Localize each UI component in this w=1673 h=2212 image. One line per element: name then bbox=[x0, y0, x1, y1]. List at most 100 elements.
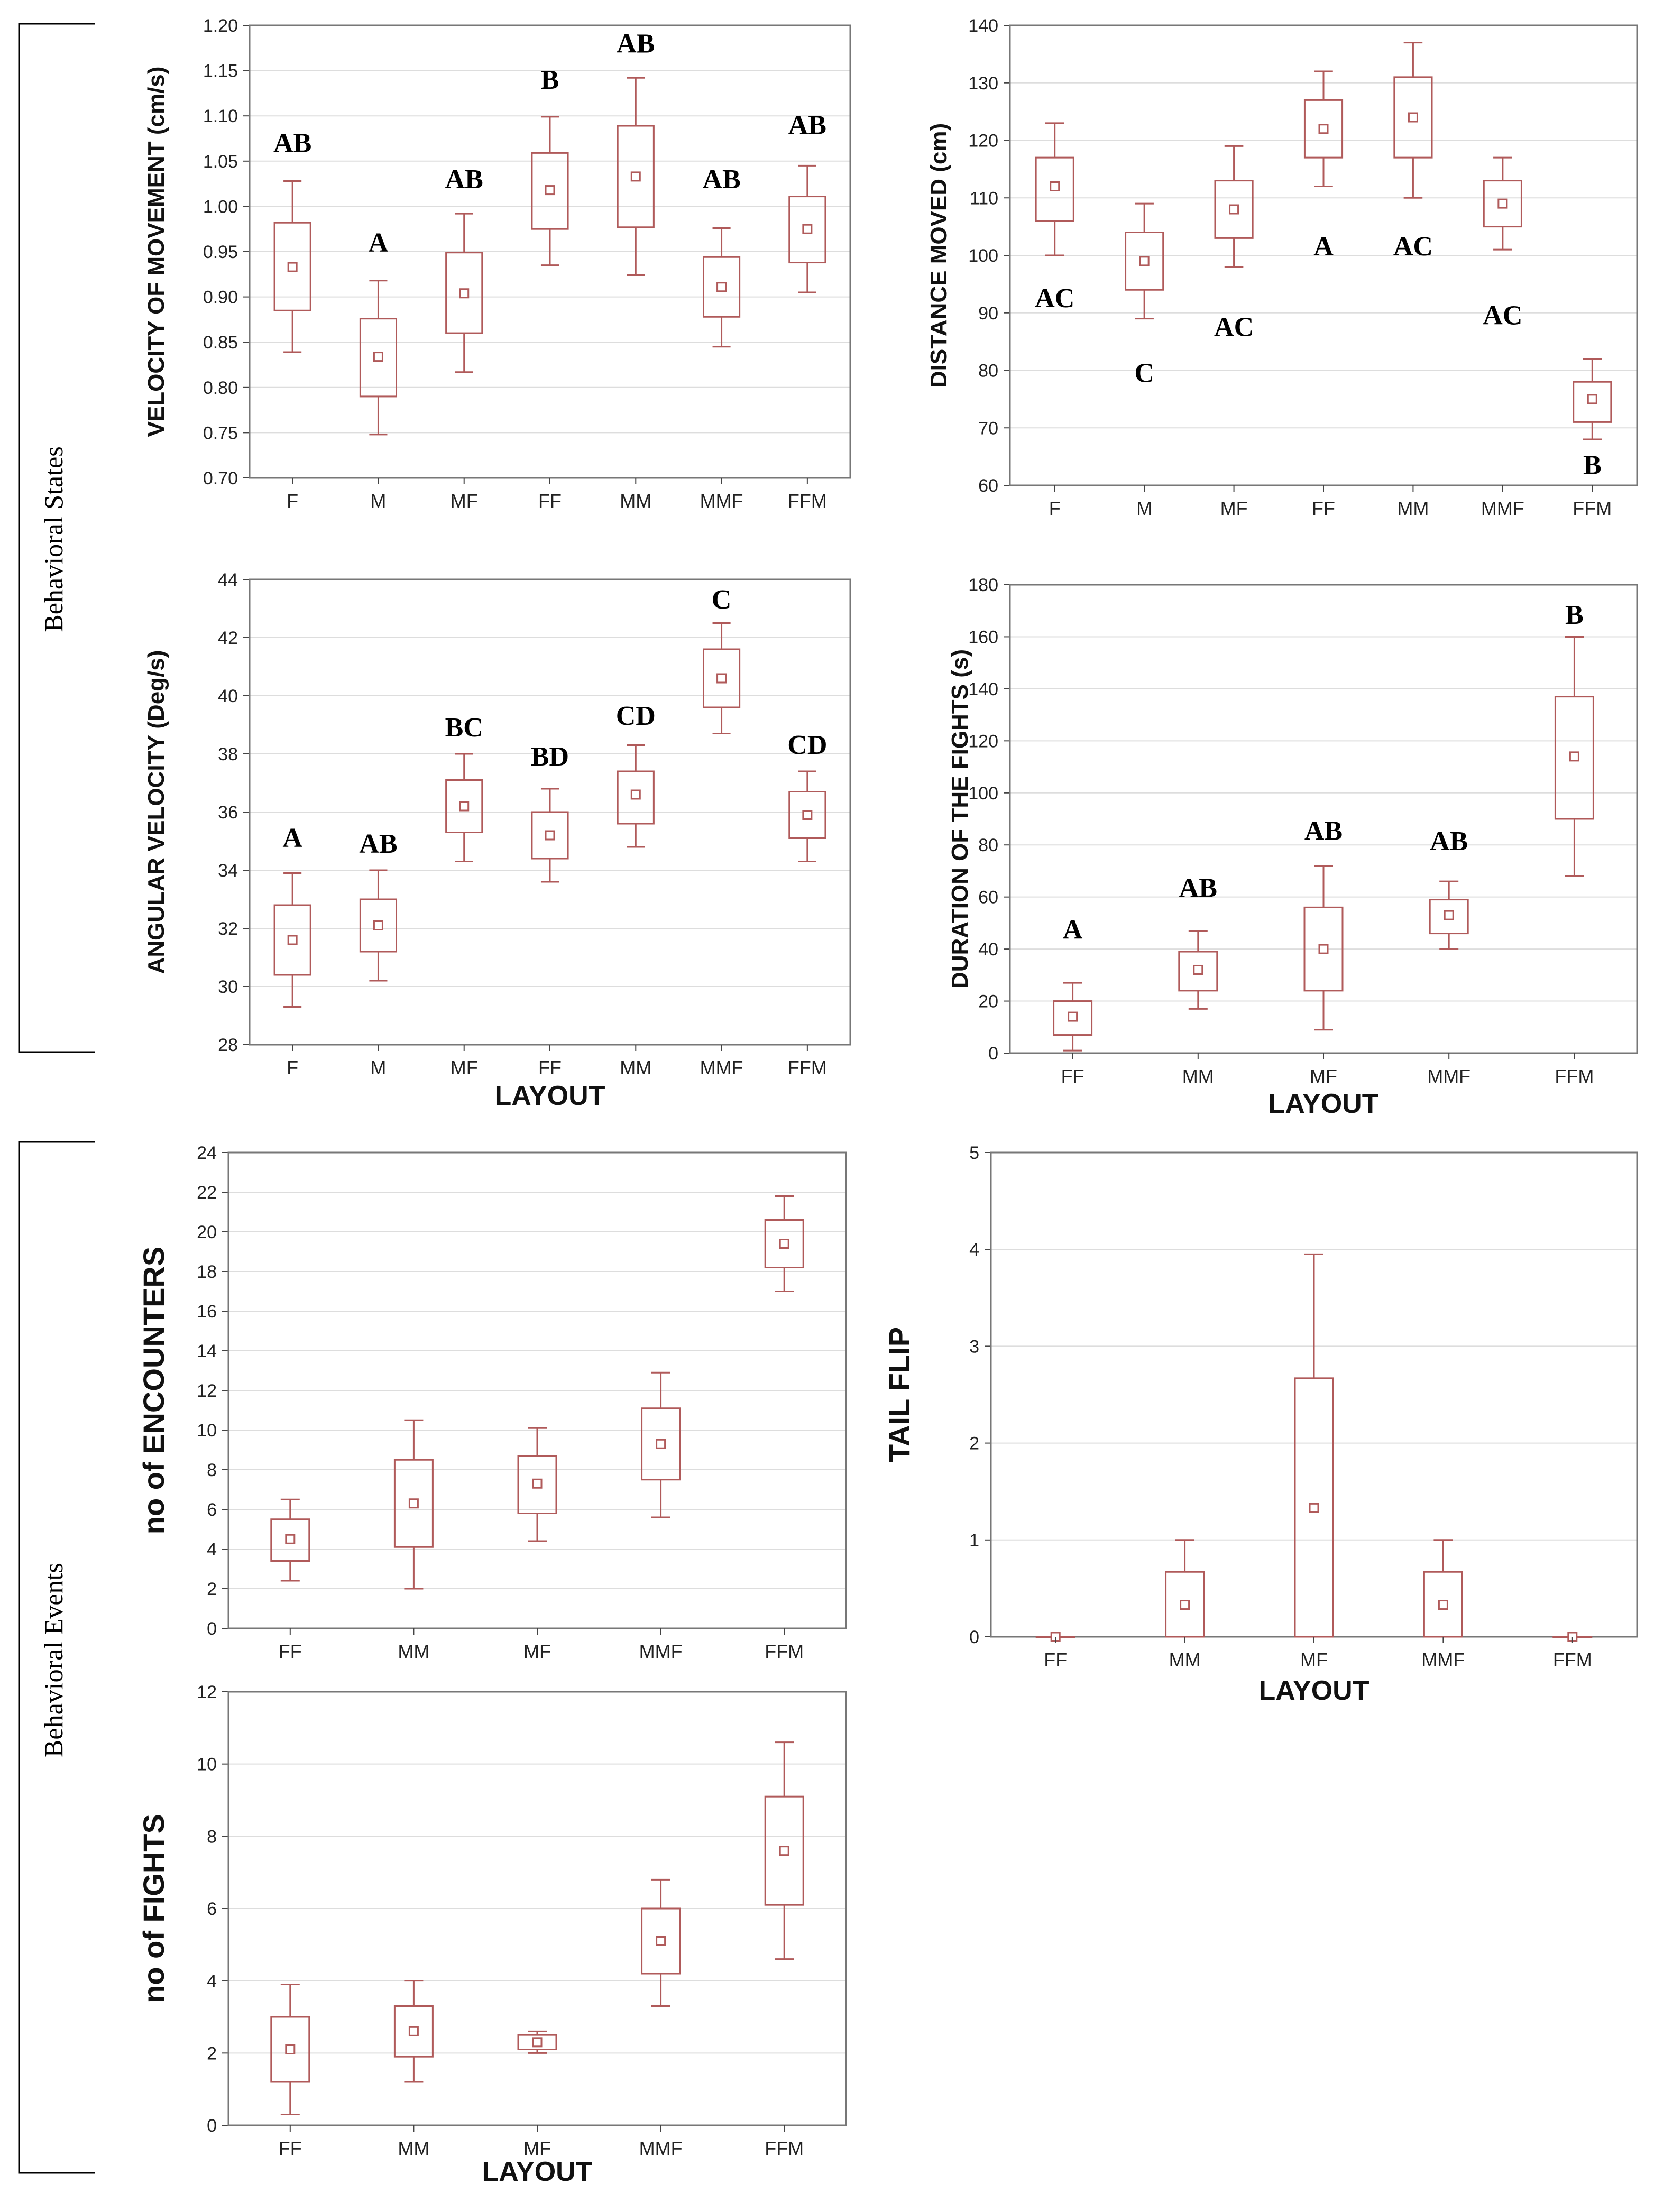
mean-marker bbox=[285, 1534, 296, 1544]
y-tick-label: 22 bbox=[197, 1183, 217, 1203]
x-tick-label: FFM bbox=[1553, 1649, 1592, 1671]
mean-marker bbox=[1193, 964, 1203, 975]
y-axis-label: TAIL FLIP bbox=[883, 1327, 916, 1462]
x-tick-label: F bbox=[287, 490, 298, 512]
significance-letter: AB bbox=[445, 164, 483, 195]
mean-marker bbox=[1444, 910, 1454, 920]
x-tick-label: F bbox=[1049, 497, 1061, 519]
y-tick-label: 8 bbox=[207, 1827, 217, 1847]
y-tick-label: 10 bbox=[197, 1421, 217, 1441]
box-body bbox=[641, 1407, 681, 1481]
mean-marker bbox=[459, 288, 470, 299]
box-body bbox=[359, 318, 398, 398]
significance-letter: C bbox=[1134, 358, 1154, 388]
x-tick-label: MMF bbox=[700, 490, 743, 512]
x-tick-label: MMF bbox=[1427, 1065, 1470, 1087]
mean-marker bbox=[716, 673, 727, 684]
y-tick-label: 120 bbox=[968, 131, 998, 151]
y-tick-label: 0 bbox=[207, 2116, 217, 2136]
y-tick-label: 60 bbox=[978, 476, 998, 496]
x-tick-label: MM bbox=[1182, 1065, 1214, 1087]
x-tick-label: FF bbox=[1061, 1065, 1084, 1087]
significance-letter: AB bbox=[359, 829, 397, 859]
significance-letter: B bbox=[541, 65, 559, 95]
y-tick-label: 0 bbox=[969, 1627, 979, 1647]
x-axis-label: LAYOUT bbox=[1259, 1675, 1369, 1706]
y-tick-label: 42 bbox=[218, 628, 238, 648]
mean-marker bbox=[1050, 181, 1060, 191]
mean-marker bbox=[1139, 256, 1150, 266]
x-tick-label: FFM bbox=[1573, 497, 1612, 519]
x-tick-label: MM bbox=[398, 2137, 429, 2159]
velocity-chart: 0.70 0.75 0.80 0.85 0.90 0.95 1.00 1.05 1.10 1.15… bbox=[143, 16, 851, 512]
box-mm bbox=[1178, 930, 1218, 1010]
y-tick-label: 70 bbox=[978, 418, 998, 438]
y-tick-label: 3 bbox=[969, 1337, 979, 1357]
box-ffm bbox=[764, 1195, 804, 1292]
significance-letter: AB bbox=[1430, 826, 1468, 856]
y-tick-label: 0 bbox=[988, 1044, 998, 1064]
box-body bbox=[270, 2016, 310, 2083]
angular-velocity-chart: 28 30 32 34 36 38 40 42 44 F A M AB MF BC FF BD MM CD MMF C F… bbox=[143, 570, 851, 1111]
significance-letter: AB bbox=[273, 128, 311, 159]
box-body bbox=[1053, 1000, 1093, 1036]
x-tick-label: FF bbox=[538, 1057, 562, 1079]
box-body bbox=[517, 1455, 557, 1514]
significance-letter: A bbox=[369, 228, 389, 258]
y-tick-label: 24 bbox=[197, 1143, 217, 1163]
mean-marker bbox=[779, 1239, 789, 1249]
box-m bbox=[359, 869, 398, 982]
mean-marker bbox=[1497, 198, 1508, 209]
mean-marker bbox=[1318, 124, 1329, 134]
box-mf bbox=[517, 2030, 557, 2054]
y-axis-label: ANGULAR VELOCITY (Deg/s) bbox=[143, 650, 169, 974]
mean-marker bbox=[656, 1936, 666, 1946]
y-tick-label: 60 bbox=[978, 888, 998, 908]
box-mm bbox=[393, 1419, 434, 1590]
x-tick-label: FFM bbox=[765, 2137, 804, 2159]
y-tick-label: 90 bbox=[978, 303, 998, 324]
box-mf bbox=[1303, 865, 1344, 1031]
box-body bbox=[764, 1219, 804, 1268]
y-tick-label: 36 bbox=[218, 803, 238, 823]
mean-marker bbox=[1068, 1011, 1078, 1022]
box-body bbox=[273, 222, 311, 311]
y-tick-label: 12 bbox=[197, 1682, 217, 1702]
box-body bbox=[359, 898, 398, 953]
y-tick-label: 4 bbox=[207, 1540, 217, 1560]
box-body bbox=[445, 252, 483, 334]
box-mf bbox=[1214, 145, 1254, 268]
mean-marker bbox=[1180, 1600, 1190, 1610]
y-tick-label: 2 bbox=[207, 1579, 217, 1599]
y-axis-label: no of FIGHTS bbox=[137, 1814, 170, 2003]
mean-marker bbox=[1569, 751, 1579, 762]
mean-marker bbox=[287, 935, 298, 945]
box-f bbox=[273, 180, 311, 353]
y-tick-label: 0.85 bbox=[203, 333, 238, 353]
y-tick-label: 100 bbox=[968, 246, 998, 266]
significance-letter: AC bbox=[1483, 301, 1522, 331]
mean-marker bbox=[1318, 944, 1329, 954]
fights-count-chart: 0 2 4 6 8 10 12 FF MM MF MMF FFM no of FIGHTS LAYOUT bbox=[137, 1682, 847, 2187]
x-tick-label: MM bbox=[620, 490, 651, 512]
mean-marker bbox=[802, 810, 813, 820]
y-tick-label: 16 bbox=[197, 1302, 217, 1322]
mean-marker bbox=[1587, 394, 1597, 404]
x-tick-label: M bbox=[370, 1057, 386, 1079]
box-mm bbox=[393, 1980, 434, 2083]
box-body bbox=[1393, 76, 1433, 159]
significance-letter: C bbox=[712, 585, 732, 615]
y-tick-label: 34 bbox=[218, 861, 238, 881]
x-axis-label: LAYOUT bbox=[482, 2156, 593, 2187]
y-tick-label: 0.75 bbox=[203, 423, 238, 443]
y-tick-label: 10 bbox=[197, 1755, 217, 1775]
box-body bbox=[1573, 381, 1612, 423]
box-body bbox=[1303, 906, 1344, 992]
x-tick-label: FF bbox=[1312, 497, 1335, 519]
y-tick-label: 80 bbox=[978, 361, 998, 381]
x-tick-label: FF bbox=[538, 490, 562, 512]
mean-marker bbox=[1229, 204, 1239, 215]
mean-marker bbox=[1438, 1600, 1448, 1610]
